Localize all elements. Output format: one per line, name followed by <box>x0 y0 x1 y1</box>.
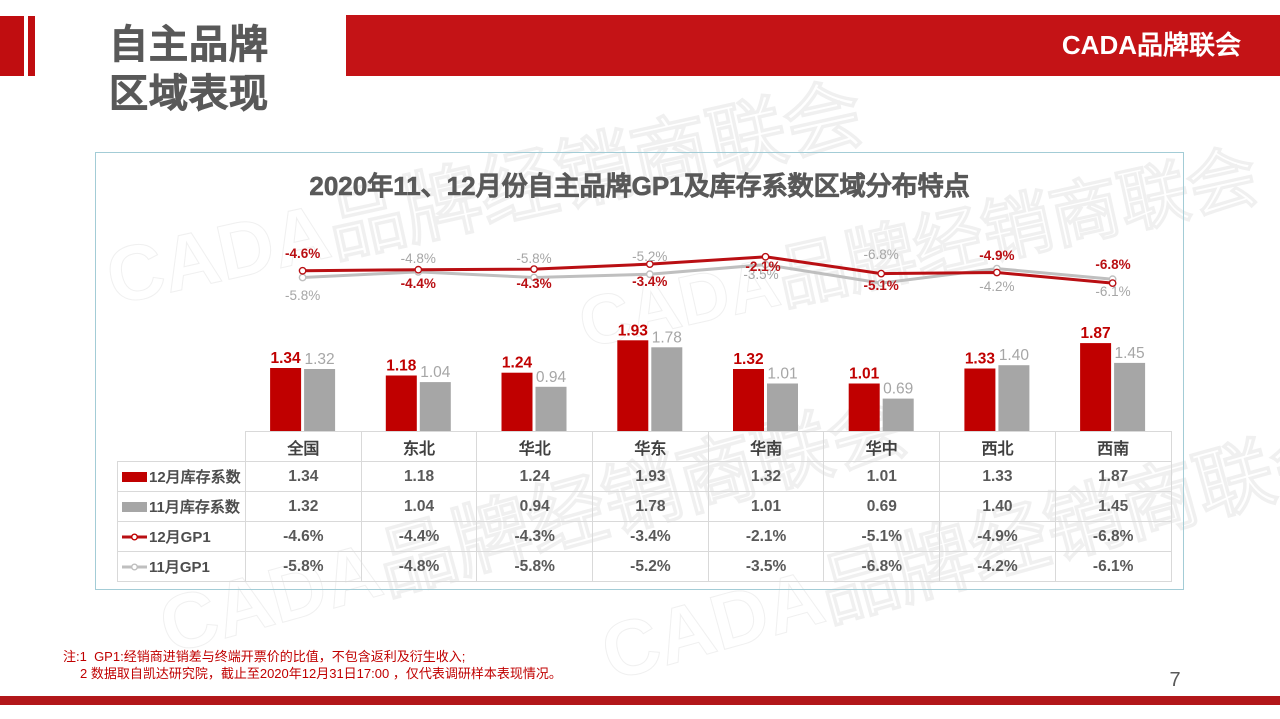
svg-text:1.45: 1.45 <box>1115 345 1145 362</box>
svg-text:-3.4%: -3.4% <box>632 274 667 289</box>
svg-text:-4.6%: -4.6% <box>285 246 320 261</box>
svg-text:-5.8%: -5.8% <box>285 288 320 303</box>
svg-text:-5.2%: -5.2% <box>632 249 667 264</box>
svg-text:0.69: 0.69 <box>883 381 913 398</box>
svg-text:-4.4%: -4.4% <box>401 276 436 291</box>
svg-text:-4.3%: -4.3% <box>516 276 551 291</box>
svg-text:0.94: 0.94 <box>536 369 567 386</box>
svg-text:1.87: 1.87 <box>1081 325 1111 342</box>
svg-text:1.24: 1.24 <box>502 355 533 372</box>
svg-text:1.32: 1.32 <box>733 351 763 368</box>
svg-text:1.93: 1.93 <box>618 322 649 339</box>
svg-text:1.40: 1.40 <box>999 347 1030 364</box>
svg-text:1.34: 1.34 <box>271 350 302 367</box>
svg-text:1.32: 1.32 <box>305 351 335 368</box>
svg-text:-5.8%: -5.8% <box>516 251 551 266</box>
svg-text:1.01: 1.01 <box>849 366 880 383</box>
svg-text:-4.8%: -4.8% <box>401 251 436 266</box>
svg-text:-3.5%: -3.5% <box>743 267 778 282</box>
svg-text:1.33: 1.33 <box>965 351 996 368</box>
svg-text:1.18: 1.18 <box>386 358 417 375</box>
svg-text:-4.2%: -4.2% <box>979 279 1014 294</box>
svg-text:1.01: 1.01 <box>767 366 797 383</box>
svg-text:1.78: 1.78 <box>652 329 682 346</box>
svg-text:-4.9%: -4.9% <box>979 248 1014 263</box>
svg-text:-5.1%: -5.1% <box>864 278 899 293</box>
svg-text:-2.1%: -2.1% <box>745 259 780 274</box>
svg-text:-6.8%: -6.8% <box>864 247 899 262</box>
svg-text:1.04: 1.04 <box>420 364 451 381</box>
svg-text:-6.8%: -6.8% <box>1095 257 1130 272</box>
svg-text:-6.1%: -6.1% <box>1095 284 1130 299</box>
